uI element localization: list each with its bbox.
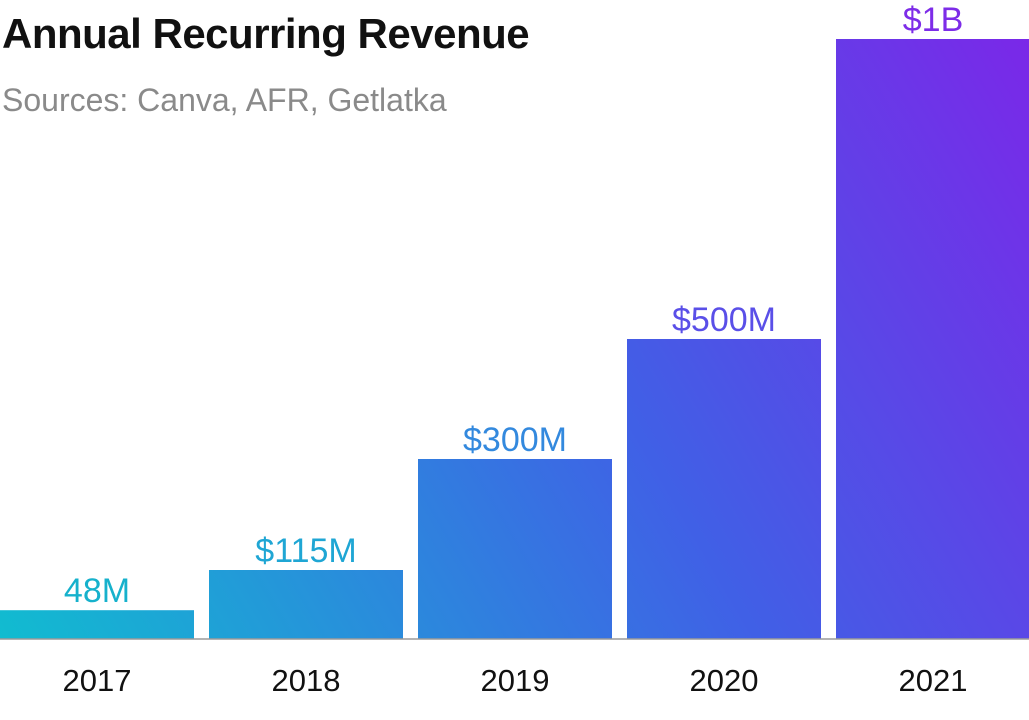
value-label-2019: $300M [463, 421, 567, 459]
value-label-2021: $1B [903, 1, 964, 39]
x-tick-label-2021: 2021 [899, 663, 968, 698]
chart-title: Annual Recurring Revenue [2, 10, 530, 57]
x-tick-label-2020: 2020 [690, 663, 759, 698]
bar-2020 [627, 339, 821, 639]
bar-2018 [209, 570, 403, 639]
value-labels-layer: 48M $115M $300M $500M $1B [64, 1, 963, 610]
x-tick-label-2018: 2018 [272, 663, 341, 698]
value-label-2020: $500M [672, 301, 776, 339]
value-label-2017: 48M [64, 572, 130, 610]
bar-2019 [418, 459, 612, 639]
bar-2017 [0, 610, 194, 639]
bars-layer [0, 39, 1029, 639]
x-tick-labels-layer: 2017 2018 2019 2020 2021 [63, 663, 968, 698]
x-tick-label-2019: 2019 [481, 663, 550, 698]
chart-subtitle: Sources: Canva, AFR, Getlatka [2, 82, 447, 118]
value-label-2018: $115M [255, 532, 356, 570]
bar-2021 [836, 39, 1029, 639]
x-tick-label-2017: 2017 [63, 663, 132, 698]
